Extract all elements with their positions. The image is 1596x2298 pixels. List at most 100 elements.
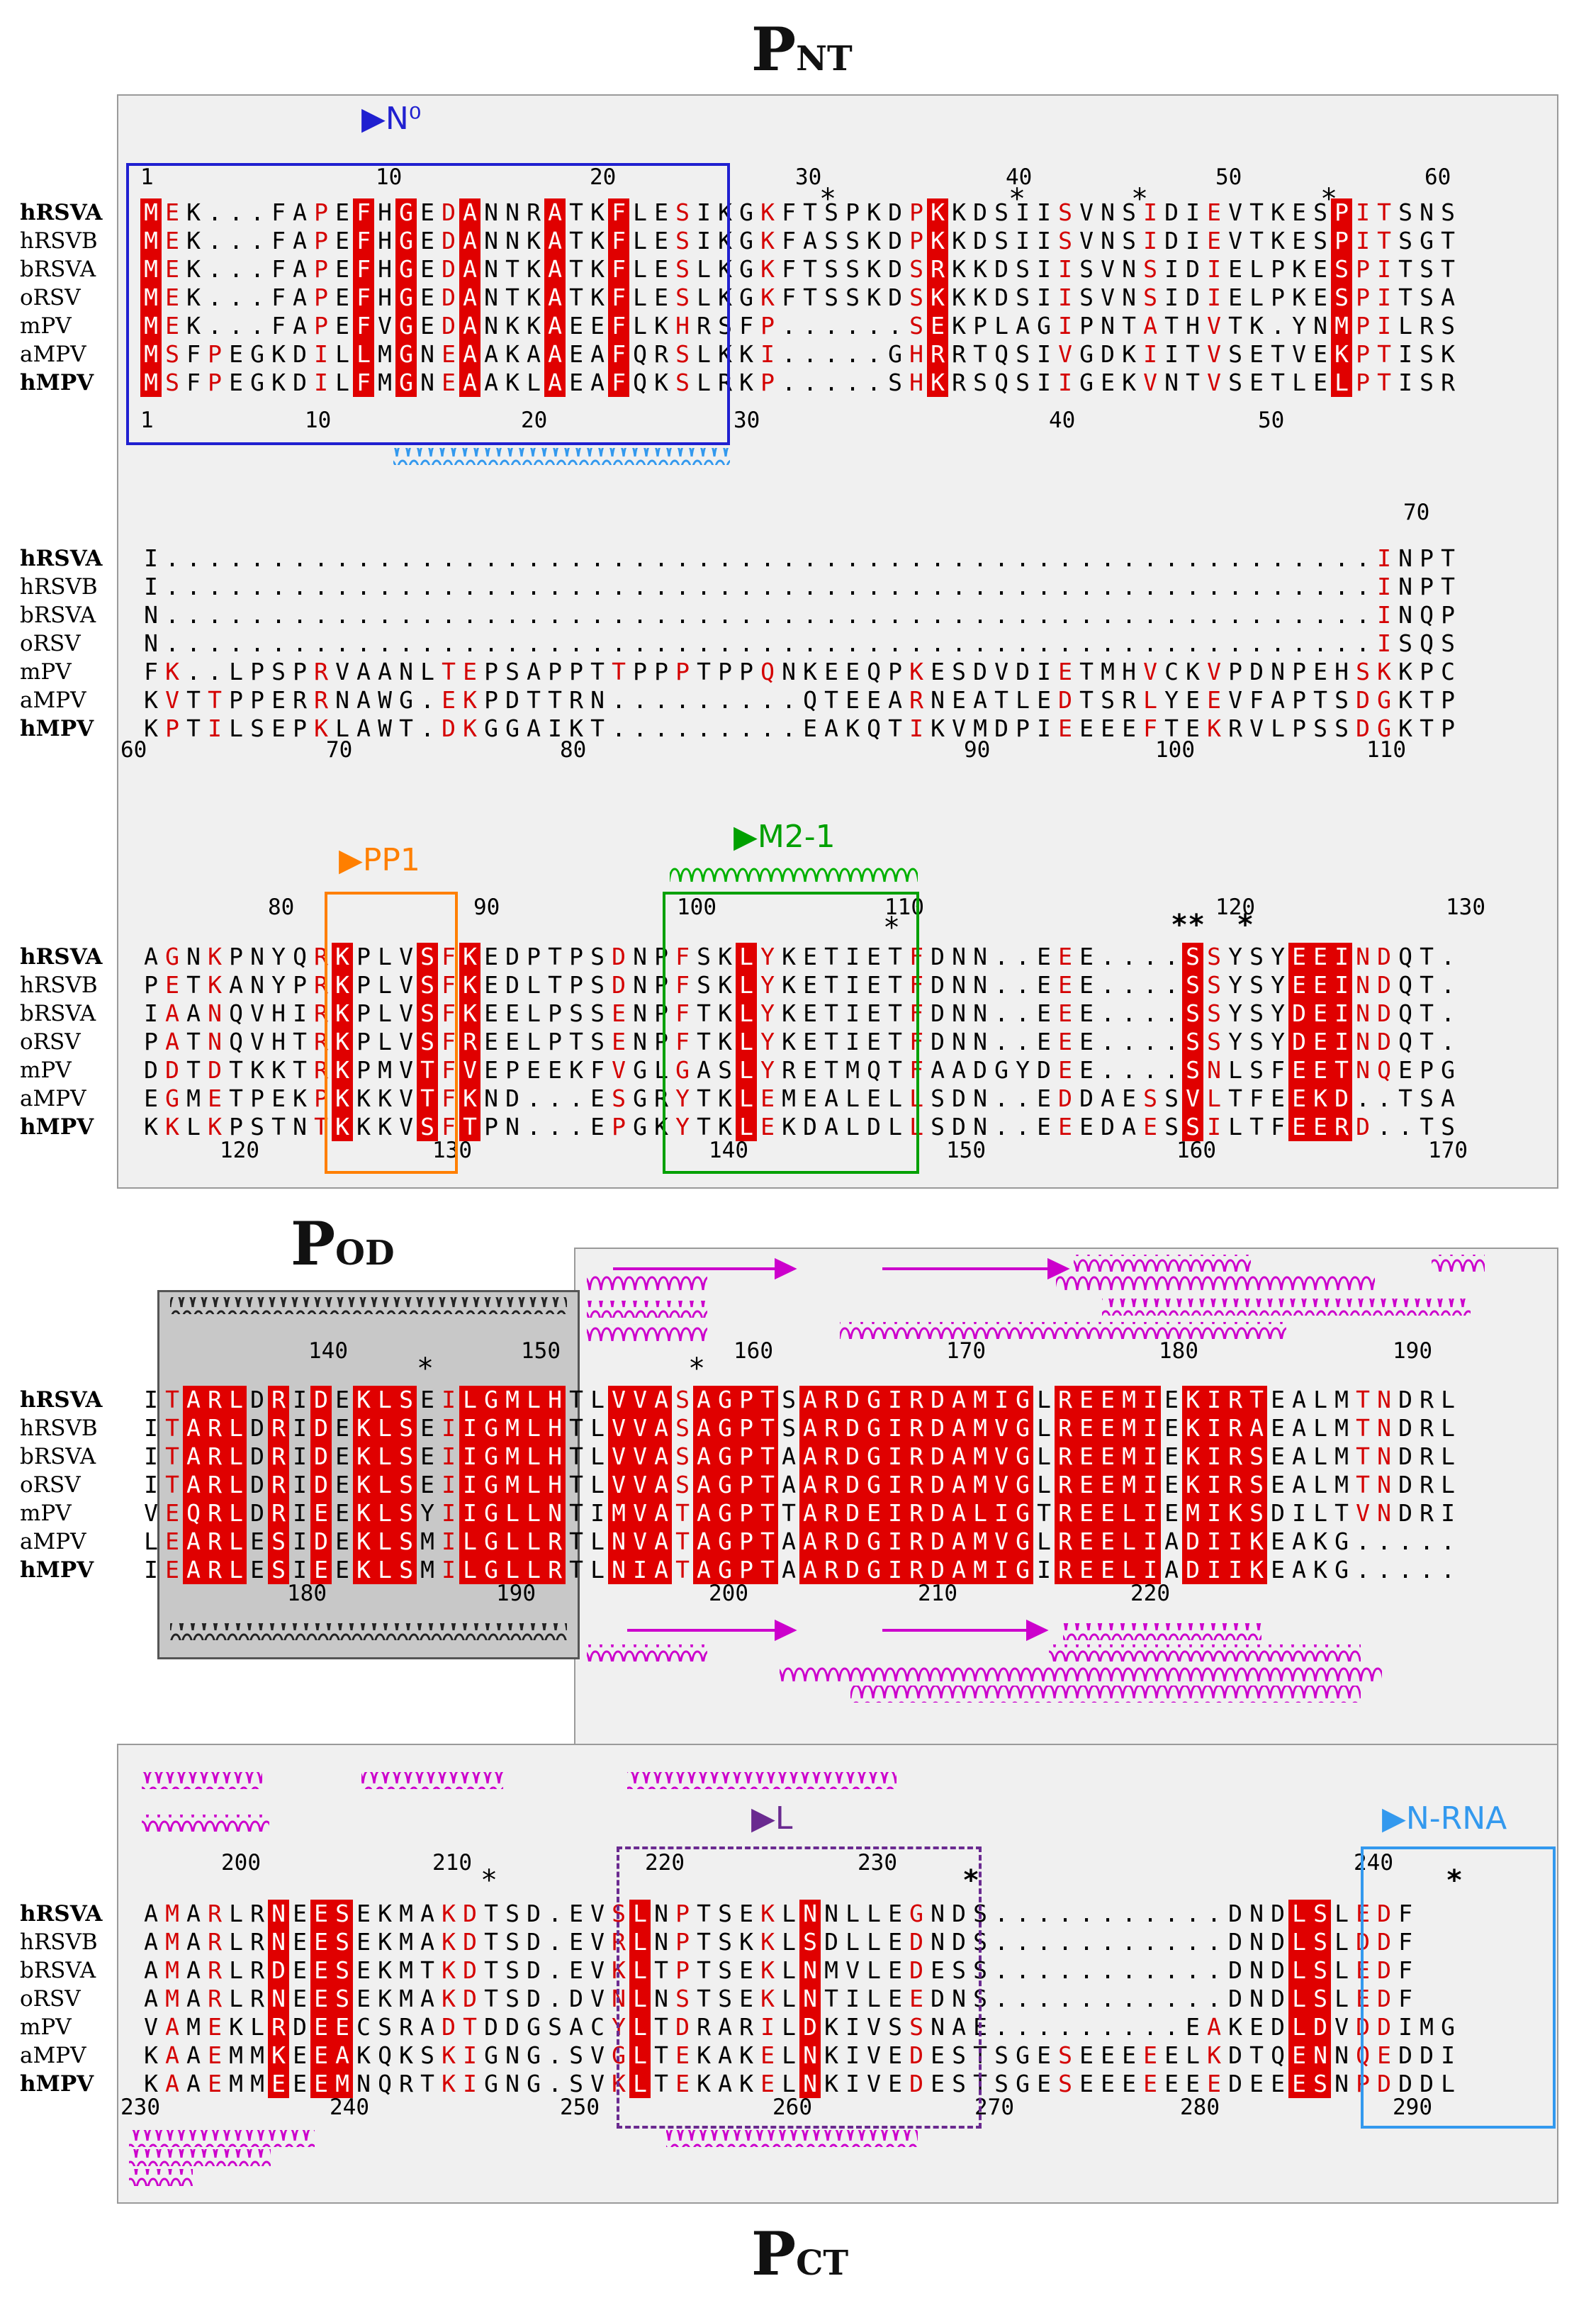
star-mark: * xyxy=(1237,909,1254,941)
sequence-name: hRSVB xyxy=(20,973,98,998)
sequence-name: oRSV xyxy=(20,631,81,656)
position-number: 240 xyxy=(330,2095,369,2120)
title-main: P xyxy=(291,1209,336,1279)
star-mark: ** xyxy=(1171,909,1206,941)
nrna-label: ▶N-RNA xyxy=(1382,1800,1507,1837)
position-number: 200 xyxy=(221,1850,261,1876)
position-number: 30 xyxy=(734,408,760,433)
title-pct: PCT xyxy=(751,2219,848,2289)
position-number: 190 xyxy=(1393,1338,1432,1364)
position-number: 260 xyxy=(772,2095,812,2120)
star-mark: * xyxy=(1320,183,1338,215)
position-number: 70 xyxy=(1403,500,1430,525)
position-number: 90 xyxy=(473,895,500,920)
position-number: 290 xyxy=(1393,2095,1432,2120)
sequence-name: hRSVB xyxy=(20,1416,98,1441)
sequence-name: bRSVA xyxy=(20,602,96,628)
sequence-residues: N.......................................… xyxy=(144,601,1455,629)
position-number: 130 xyxy=(1446,895,1485,920)
star-mark: * xyxy=(688,1352,706,1385)
position-number: 100 xyxy=(677,895,716,920)
sequence-residues: N.......................................… xyxy=(144,629,1455,657)
position-number: 40 xyxy=(1049,408,1076,433)
sequence-name: mPV xyxy=(20,1058,72,1083)
position-number: 190 xyxy=(496,1581,536,1606)
position-number: 20 xyxy=(521,408,548,433)
sequence-name: hMPV xyxy=(20,1114,94,1140)
position-number: 90 xyxy=(964,737,991,763)
sequence-name: bRSVA xyxy=(20,1444,96,1469)
position-number: 140 xyxy=(709,1138,748,1163)
star-mark: * xyxy=(1446,1864,1463,1897)
m21-label: ▶M2-1 xyxy=(734,819,836,855)
sequence-name: mPV xyxy=(20,313,72,339)
position-number: 1 xyxy=(140,408,154,433)
sequence-name: mPV xyxy=(20,2014,72,2040)
sequence-name: aMPV xyxy=(20,1529,86,1554)
position-number: 30 xyxy=(795,164,822,190)
position-number: 80 xyxy=(560,737,587,763)
position-number: 10 xyxy=(305,408,332,433)
position-number: 150 xyxy=(521,1338,561,1364)
position-number: 50 xyxy=(1258,408,1285,433)
title-main: P xyxy=(751,2219,797,2289)
sequence-name: hMPV xyxy=(20,716,94,741)
sequence-name: bRSVA xyxy=(20,1958,96,1983)
position-number: 40 xyxy=(1006,164,1033,190)
position-number: 240 xyxy=(1354,1850,1393,1876)
sequence-name: oRSV xyxy=(20,1986,81,2012)
sequence-name: aMPV xyxy=(20,688,86,713)
position-number: 230 xyxy=(858,1850,897,1876)
position-number: 10 xyxy=(376,164,403,190)
star-mark: * xyxy=(1131,183,1149,215)
position-number: 230 xyxy=(120,2095,160,2120)
sequence-name: aMPV xyxy=(20,2043,86,2068)
position-number: 1 xyxy=(140,164,154,190)
position-number: 210 xyxy=(918,1581,957,1606)
sequence-residues: I.......................................… xyxy=(144,573,1455,600)
position-number: 220 xyxy=(1130,1581,1170,1606)
star-mark: * xyxy=(481,1864,498,1897)
position-number: 200 xyxy=(709,1581,748,1606)
pp1-label: ▶PP1 xyxy=(339,842,420,878)
n0-label: ▶N⁰ xyxy=(361,101,422,137)
position-number: 220 xyxy=(645,1850,685,1876)
position-number: 50 xyxy=(1215,164,1242,190)
star-mark: * xyxy=(962,1864,980,1897)
sequence-name: hRSVA xyxy=(20,1901,103,1927)
title-sub: OD xyxy=(335,1233,395,1273)
position-number: 60 xyxy=(120,737,147,763)
star-mark: * xyxy=(1008,183,1026,215)
n0-binding-box xyxy=(126,163,730,445)
position-number: 100 xyxy=(1155,737,1195,763)
sequence-name: bRSVA xyxy=(20,257,96,282)
star-mark: * xyxy=(819,183,837,215)
position-number: 160 xyxy=(734,1338,773,1364)
position-number: 250 xyxy=(560,2095,600,2120)
sequence-name: hRSVA xyxy=(20,1387,103,1413)
sequence-name: hRSVA xyxy=(20,944,103,970)
sequence-residues: I.......................................… xyxy=(144,544,1455,572)
title-pod: POD xyxy=(291,1209,395,1279)
